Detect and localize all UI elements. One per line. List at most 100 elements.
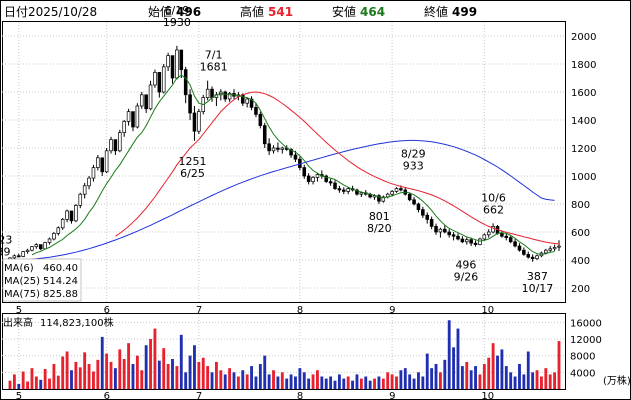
- volume-bar: [324, 378, 328, 389]
- header-low-label: 安値: [332, 4, 356, 19]
- volume-bar: [92, 371, 95, 389]
- candle-body: [346, 188, 350, 192]
- volume-bar: [513, 376, 517, 389]
- chart-annotation: 7/1: [205, 49, 223, 62]
- candle-body: [407, 193, 412, 201]
- volume-bar: [241, 370, 245, 389]
- candle-body: [508, 237, 513, 243]
- candle-body: [161, 66, 166, 93]
- volume-bar: [236, 376, 240, 389]
- candle-body: [78, 193, 83, 206]
- candle-body: [205, 88, 210, 98]
- candle-body: [451, 234, 456, 237]
- price-tick-label: 1600: [571, 88, 596, 99]
- volume-bar: [333, 380, 337, 389]
- volume-bar: [395, 376, 398, 389]
- price-month-label: 7: [196, 305, 202, 316]
- volume-tick-label: 12000: [570, 335, 602, 346]
- volume-bar: [438, 372, 442, 389]
- volume-bar: [285, 378, 289, 389]
- price-month-label: 5: [16, 305, 22, 316]
- candle-body: [74, 205, 78, 222]
- volume-bar: [377, 376, 381, 389]
- candle-body: [486, 231, 491, 236]
- candle-body: [210, 88, 214, 98]
- candle-body: [34, 244, 39, 248]
- volume-bar: [482, 364, 486, 389]
- ma6-line: [31, 74, 555, 256]
- volume-bar: [228, 368, 232, 389]
- candle-body: [148, 84, 153, 110]
- chart-annotation: 933: [403, 159, 424, 172]
- volume-bar: [351, 380, 355, 389]
- volume-bar: [553, 372, 557, 389]
- volume-bar: [307, 378, 311, 389]
- candle-body: [280, 147, 285, 150]
- candle-body: [513, 241, 517, 247]
- candle-body: [293, 154, 298, 160]
- volume-bar: [390, 374, 394, 389]
- legend-ma25-value: 514.24: [43, 276, 78, 287]
- candle-body: [175, 49, 179, 79]
- candle-body: [517, 245, 522, 251]
- candle-body: [390, 191, 394, 195]
- volume-bar: [412, 378, 416, 389]
- candle-body: [337, 188, 342, 191]
- volume-bar: [140, 370, 144, 389]
- candle-body: [56, 227, 61, 234]
- candle-body: [302, 167, 307, 177]
- price-tick-label: 1800: [571, 60, 596, 71]
- volume-bar: [232, 372, 236, 389]
- volume-bar: [302, 372, 306, 389]
- volume-bar: [122, 359, 126, 389]
- candle-body: [324, 175, 329, 182]
- candle-body: [548, 248, 552, 251]
- volume-bar: [8, 380, 12, 389]
- candle-body: [139, 94, 144, 107]
- volume-bar: [254, 376, 258, 389]
- candle-body: [544, 249, 548, 254]
- chart-annotation: 1681: [200, 61, 228, 74]
- candle-body: [535, 255, 539, 259]
- candle-body: [394, 188, 399, 192]
- candle-body: [355, 189, 359, 195]
- chart-annotation: 1251: [178, 155, 206, 168]
- price-tick-label: 200: [571, 284, 590, 295]
- candle-body: [276, 147, 280, 150]
- volume-bar: [188, 355, 192, 389]
- chart-annotation: 8/20: [367, 222, 392, 235]
- candle-body: [522, 249, 526, 255]
- volume-bar: [540, 376, 543, 389]
- candle-body: [43, 242, 47, 250]
- candle-body: [491, 226, 495, 233]
- volume-bar: [214, 361, 218, 389]
- volume-bar: [105, 353, 109, 389]
- volume-bar: [425, 353, 429, 389]
- candle-body: [17, 255, 21, 258]
- volume-bar: [557, 341, 561, 389]
- header-close-label: 終値: [424, 4, 448, 19]
- volume-bar: [267, 374, 271, 389]
- volume-bar: [26, 381, 29, 389]
- chart-annotation: 496: [455, 259, 476, 272]
- candle-body: [447, 231, 451, 236]
- volume-bar: [276, 376, 280, 389]
- volume-bar: [258, 364, 262, 389]
- candle-body: [249, 98, 254, 108]
- volume-bar: [113, 368, 117, 389]
- candle-body: [478, 238, 482, 245]
- price-tick-label: 2000: [571, 32, 596, 43]
- volume-tick-label: 16000: [570, 318, 602, 329]
- candle-body: [96, 157, 100, 168]
- volume-bar: [78, 367, 82, 389]
- volume-bar: [30, 368, 34, 389]
- chart-annotation: 387: [527, 270, 548, 283]
- volume-month-label: 6: [104, 391, 110, 400]
- price-month-label: 6: [104, 305, 110, 316]
- volume-bar: [21, 371, 25, 389]
- volume-bar: [131, 364, 135, 389]
- candle-body: [131, 111, 135, 128]
- volume-bar: [518, 364, 521, 389]
- candle-body: [144, 94, 148, 110]
- volume-label: 出来高: [3, 316, 33, 329]
